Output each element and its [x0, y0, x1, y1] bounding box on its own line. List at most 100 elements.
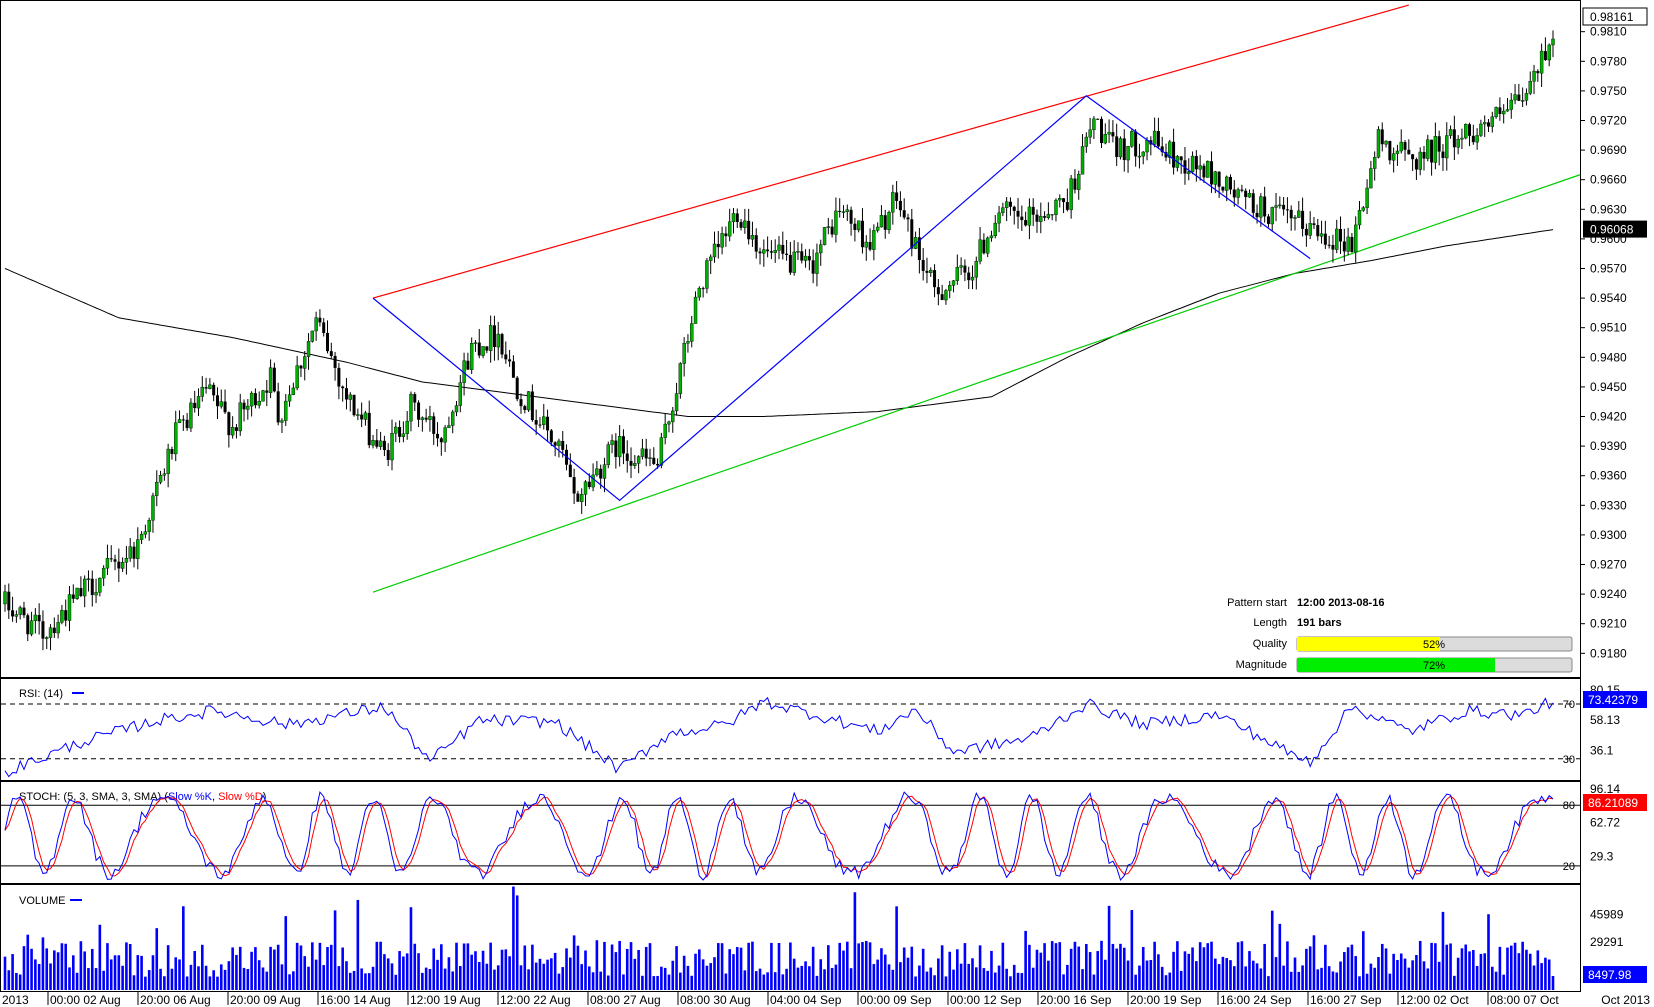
- candle: [295, 355, 299, 391]
- candle: [523, 404, 527, 414]
- candle: [1460, 128, 1464, 150]
- candle: [477, 329, 481, 359]
- rsi-tick-label: 58.13: [1590, 713, 1620, 727]
- volume-bar: [1050, 941, 1054, 990]
- candle: [1464, 123, 1468, 140]
- volume-bar: [690, 975, 694, 990]
- volume-bar: [1339, 961, 1342, 990]
- candle: [215, 387, 219, 420]
- volume-bar: [280, 964, 284, 990]
- volume-bar: [22, 946, 26, 990]
- volume-bar: [1210, 941, 1213, 990]
- volume-bar: [1282, 965, 1285, 990]
- candle: [420, 416, 425, 432]
- volume-bar: [948, 951, 952, 990]
- volume-bar: [1225, 958, 1229, 990]
- volume-bar: [1369, 963, 1373, 990]
- candle: [1152, 117, 1157, 148]
- candle: [1221, 186, 1225, 193]
- volume-bar: [481, 950, 485, 990]
- trend-lines: [372, 4, 1581, 593]
- volume-bar: [1513, 942, 1517, 990]
- volume-bar: [269, 946, 272, 990]
- volume-bar: [37, 963, 41, 990]
- volume-bar: [918, 965, 921, 990]
- candle: [185, 413, 189, 431]
- time-tick-label: 08:00 07 Oct: [1490, 993, 1559, 1007]
- volume-bar: [713, 957, 716, 990]
- volume-bar: [386, 958, 390, 990]
- volume-bar: [523, 945, 527, 990]
- candle: [1388, 140, 1392, 165]
- volume-bar: [379, 941, 382, 990]
- stoch-tick-label: 62.72: [1590, 816, 1620, 830]
- candle: [1471, 124, 1475, 145]
- volume-bar: [90, 948, 94, 990]
- candle: [644, 438, 648, 467]
- candle: [291, 382, 296, 396]
- volume-bar: [322, 965, 326, 990]
- candle: [1172, 128, 1176, 175]
- candle: [1240, 184, 1244, 193]
- volume-bar: [747, 942, 750, 990]
- volume-bar: [113, 955, 117, 990]
- candle: [1365, 179, 1369, 215]
- volume-bar: [356, 899, 360, 990]
- candle: [917, 227, 921, 274]
- candle: [929, 267, 933, 277]
- volume-bar: [698, 949, 701, 990]
- price-tick-label: 0.9750: [1590, 84, 1627, 98]
- candle: [895, 181, 899, 209]
- volume-bar: [534, 962, 538, 990]
- candle: [868, 228, 872, 252]
- candle: [208, 378, 212, 390]
- candle: [830, 219, 834, 238]
- volume-bar: [504, 949, 508, 990]
- volume-bar: [238, 946, 242, 990]
- volume-bar: [682, 955, 686, 990]
- volume-bar: [724, 973, 728, 990]
- candle: [921, 248, 925, 281]
- volume-bar: [1399, 953, 1403, 990]
- volume-bar: [796, 967, 800, 990]
- volume-bar: [1047, 960, 1050, 990]
- volume-bar: [333, 910, 337, 990]
- volume-bar: [569, 957, 572, 990]
- candle: [79, 576, 83, 598]
- candle: [1445, 122, 1449, 171]
- candle: [1115, 123, 1119, 166]
- volume-bar: [383, 954, 386, 990]
- candle: [1096, 118, 1100, 120]
- volume-bar: [929, 967, 933, 990]
- candle: [1062, 197, 1066, 214]
- volume-bar: [45, 948, 49, 990]
- candle: [940, 284, 944, 301]
- candle: [1380, 122, 1384, 152]
- time-tick-label: 16:00 14 Aug: [320, 993, 391, 1007]
- candle: [724, 226, 728, 247]
- volume-bar: [348, 972, 352, 990]
- rsi-line: [4, 696, 1554, 778]
- candle: [45, 636, 49, 650]
- candle: [488, 315, 493, 363]
- rsi-level-label: 30: [1563, 754, 1575, 766]
- candle: [329, 342, 333, 359]
- candle: [1372, 151, 1377, 181]
- candle: [557, 438, 561, 458]
- volume-bar: [519, 965, 523, 990]
- candle: [432, 412, 436, 445]
- time-tick-label: 00:00 09 Sep: [860, 993, 932, 1007]
- candle: [959, 257, 963, 275]
- candle: [526, 391, 531, 413]
- time-tick-label: 00:00 12 Sep: [950, 993, 1022, 1007]
- volume-bar: [792, 958, 796, 990]
- price-tick-label: 0.9360: [1590, 469, 1627, 483]
- candle: [739, 218, 743, 231]
- time-tick-label: 12:00 02 Oct: [1400, 993, 1469, 1007]
- price-tick-label: 0.9630: [1590, 202, 1627, 216]
- volume-bar: [242, 967, 246, 990]
- volume-bar: [1176, 941, 1179, 990]
- candle: [170, 446, 174, 460]
- candle: [1130, 128, 1134, 148]
- candle: [667, 420, 671, 433]
